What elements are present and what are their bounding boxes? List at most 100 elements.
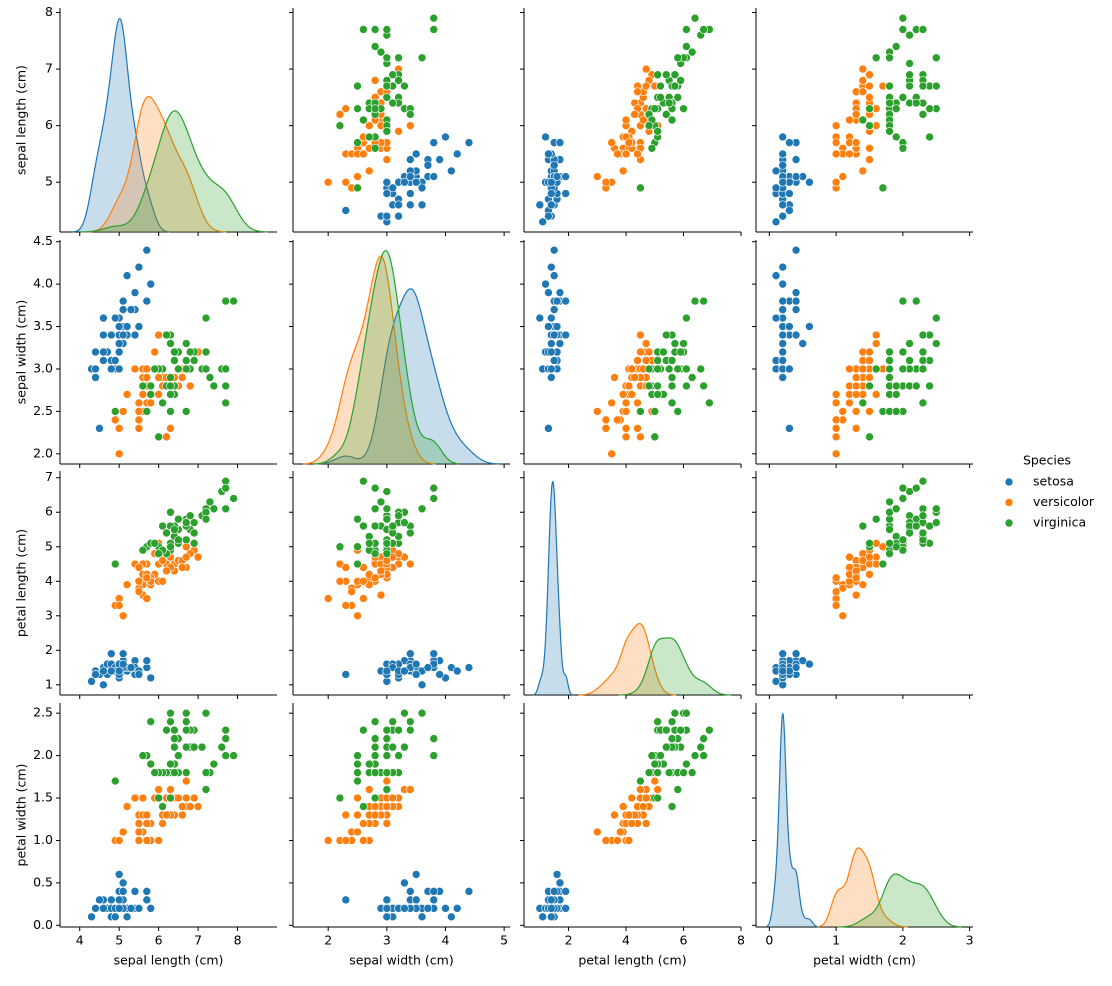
scatter-point xyxy=(871,53,881,63)
scatter-point xyxy=(170,734,179,743)
scatter-point xyxy=(400,177,409,187)
scatter-point xyxy=(785,189,794,198)
scatter-point xyxy=(181,717,191,726)
scatter-point xyxy=(865,93,874,102)
scatter-point xyxy=(851,138,861,147)
scatter-point xyxy=(785,138,794,147)
scatter-point xyxy=(549,305,559,314)
scatter-point xyxy=(464,138,474,147)
scatter-point xyxy=(353,827,362,837)
scatter-point xyxy=(435,670,444,679)
scatter-point xyxy=(134,670,144,679)
scatter-point xyxy=(341,206,351,215)
scatter-point xyxy=(114,364,124,374)
scatter-point xyxy=(166,424,175,433)
scatter-point xyxy=(142,407,152,416)
scatter-point xyxy=(166,785,175,794)
scatter-point xyxy=(667,373,677,382)
scatter-point xyxy=(353,183,362,193)
scatter-point xyxy=(201,785,211,794)
scatter-point xyxy=(405,649,415,659)
scatter-point xyxy=(538,912,547,922)
scatter-point xyxy=(359,25,368,34)
scatter-point xyxy=(613,415,622,425)
scatter-point xyxy=(898,25,908,34)
scatter-point xyxy=(601,424,611,433)
scatter-point xyxy=(547,895,556,905)
scatter-point xyxy=(918,347,928,357)
kde-line xyxy=(532,480,573,696)
scatter-point xyxy=(353,514,362,524)
scatter-point xyxy=(353,759,362,769)
scatter-point xyxy=(633,149,642,159)
y-tick-label: 3.0 xyxy=(33,360,53,375)
scatter-point xyxy=(805,659,814,669)
scatter-point xyxy=(687,373,697,382)
x-tick-label: 3 xyxy=(966,933,974,948)
scatter-point xyxy=(845,115,854,125)
kde-area xyxy=(578,623,677,695)
scatter-point xyxy=(130,887,140,896)
scatter-point xyxy=(341,810,351,820)
scatter-point xyxy=(122,912,132,922)
scatter-point xyxy=(382,725,392,735)
scatter-point xyxy=(627,364,637,374)
scatter-point xyxy=(905,487,914,496)
scatter-point xyxy=(621,149,631,159)
scatter-point xyxy=(394,76,403,85)
scatter-point xyxy=(370,768,380,777)
scatter-point xyxy=(667,802,677,811)
scatter-point xyxy=(114,339,124,348)
scatter-point xyxy=(221,483,231,493)
scatter-point xyxy=(99,666,108,676)
scatter-point xyxy=(181,518,191,527)
scatter-point xyxy=(552,172,562,181)
scatter-point xyxy=(601,836,611,845)
scatter-point xyxy=(555,288,565,297)
scatter-point xyxy=(682,42,691,51)
kde-area xyxy=(532,481,573,695)
scatter-point xyxy=(610,373,619,382)
scatter-point xyxy=(778,211,788,221)
scatter-point xyxy=(885,373,894,382)
scatter-point xyxy=(382,514,392,524)
scatter-point xyxy=(382,504,392,514)
scatter-point xyxy=(791,305,801,314)
scatter-point xyxy=(134,587,144,596)
scatter-point xyxy=(858,64,868,74)
scatter-point xyxy=(918,476,928,486)
scatter-point xyxy=(411,659,421,669)
scatter-point xyxy=(555,339,565,348)
scatter-point xyxy=(417,680,427,690)
scatter-point xyxy=(547,904,556,913)
scatter-point xyxy=(382,802,392,811)
scatter-point xyxy=(555,878,565,888)
y-tick-label: 2.5 xyxy=(33,403,53,418)
kde-line xyxy=(817,847,908,928)
scatter-point xyxy=(676,347,685,357)
scatter-point xyxy=(885,81,894,91)
scatter-point xyxy=(778,262,788,272)
scatter-point xyxy=(99,347,108,357)
scatter-point xyxy=(705,725,714,735)
scatter-point xyxy=(376,566,386,576)
scatter-point xyxy=(394,751,403,760)
scatter-point xyxy=(898,347,908,357)
scatter-point xyxy=(174,535,183,545)
scatter-point xyxy=(134,415,144,425)
scatter-point xyxy=(118,296,128,306)
scatter-point xyxy=(170,356,179,365)
scatter-point xyxy=(931,81,941,91)
x-tick-label: 2 xyxy=(565,933,573,948)
scatter-point xyxy=(429,895,439,905)
scatter-point xyxy=(181,407,191,416)
scatter-point xyxy=(388,183,398,193)
scatter-point xyxy=(382,751,392,760)
scatter-point xyxy=(673,93,683,102)
scatter-point xyxy=(851,381,861,391)
scatter-point xyxy=(891,390,901,399)
scatter-point xyxy=(931,313,941,323)
scatter-point xyxy=(170,768,179,777)
scatter-point xyxy=(676,76,685,85)
scatter-point xyxy=(150,539,159,548)
